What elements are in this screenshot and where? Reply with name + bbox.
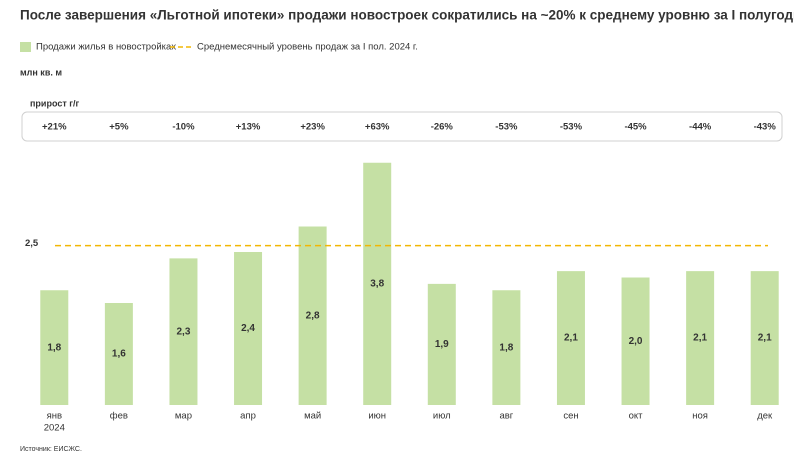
value-label: 1,9 xyxy=(435,339,449,350)
source: Источник: ЕИСЖС. xyxy=(20,446,82,453)
value-label: 2,3 xyxy=(177,326,191,337)
growth-label: -43% xyxy=(754,122,777,133)
growth-label: -53% xyxy=(495,122,518,133)
x-tick-label: янв xyxy=(47,411,62,422)
bar xyxy=(40,290,69,405)
growth-label: -45% xyxy=(624,122,647,133)
x-tick-label: июн xyxy=(368,411,386,422)
bar xyxy=(427,283,456,405)
bar xyxy=(750,271,779,405)
value-label: 2,8 xyxy=(306,310,320,321)
x-tick-label: дек xyxy=(757,411,773,422)
value-label: 2,1 xyxy=(564,333,578,344)
bar xyxy=(169,258,198,405)
bar xyxy=(621,277,650,405)
value-label: 2,4 xyxy=(241,323,255,334)
x-tick-label: окт xyxy=(629,411,644,422)
bar xyxy=(234,252,263,405)
x-tick-label: мар xyxy=(175,411,192,422)
x-tick-label: фев xyxy=(110,411,128,422)
growth-title: прирост г/г xyxy=(30,98,80,108)
value-label: 2,1 xyxy=(693,333,707,344)
value-label: 2,0 xyxy=(629,336,643,347)
reference-label: 2,5 xyxy=(25,238,39,249)
legend-swatch xyxy=(20,42,31,52)
value-label: 1,6 xyxy=(112,349,126,360)
value-label: 1,8 xyxy=(47,342,61,353)
chart-title: После завершения «Льготной ипотеки» прод… xyxy=(20,8,794,23)
growth-label: -26% xyxy=(431,122,454,133)
legend-label: Среднемесячный уровень продаж за I пол. … xyxy=(197,42,418,53)
x-tick-label: сен xyxy=(563,411,578,422)
growth-label: +23% xyxy=(300,122,325,133)
axis-label: млн кв. м xyxy=(20,67,62,77)
growth-label: -10% xyxy=(172,122,195,133)
bar xyxy=(686,271,715,405)
legend-label: Продажи жилья в новостройках xyxy=(36,42,176,53)
x-tick-label: июл xyxy=(433,411,451,422)
growth-label: +21% xyxy=(42,122,67,133)
bar xyxy=(363,162,392,405)
growth-label: -44% xyxy=(689,122,712,133)
value-label: 2,1 xyxy=(758,333,772,344)
x-sublabel: 2024 xyxy=(44,423,65,434)
value-label: 1,8 xyxy=(499,342,513,353)
bar xyxy=(298,226,327,405)
value-label: 3,8 xyxy=(370,279,384,290)
growth-label: +13% xyxy=(236,122,261,133)
x-tick-label: ноя xyxy=(692,411,708,422)
growth-label: +5% xyxy=(109,122,129,133)
growth-label: -53% xyxy=(560,122,583,133)
x-tick-label: авг xyxy=(499,411,513,422)
bar xyxy=(556,271,585,405)
growth-label: +63% xyxy=(365,122,390,133)
bar xyxy=(104,303,133,405)
bar xyxy=(492,290,521,405)
x-tick-label: май xyxy=(304,411,321,422)
x-tick-label: апр xyxy=(240,411,256,422)
growth-box xyxy=(21,111,783,142)
